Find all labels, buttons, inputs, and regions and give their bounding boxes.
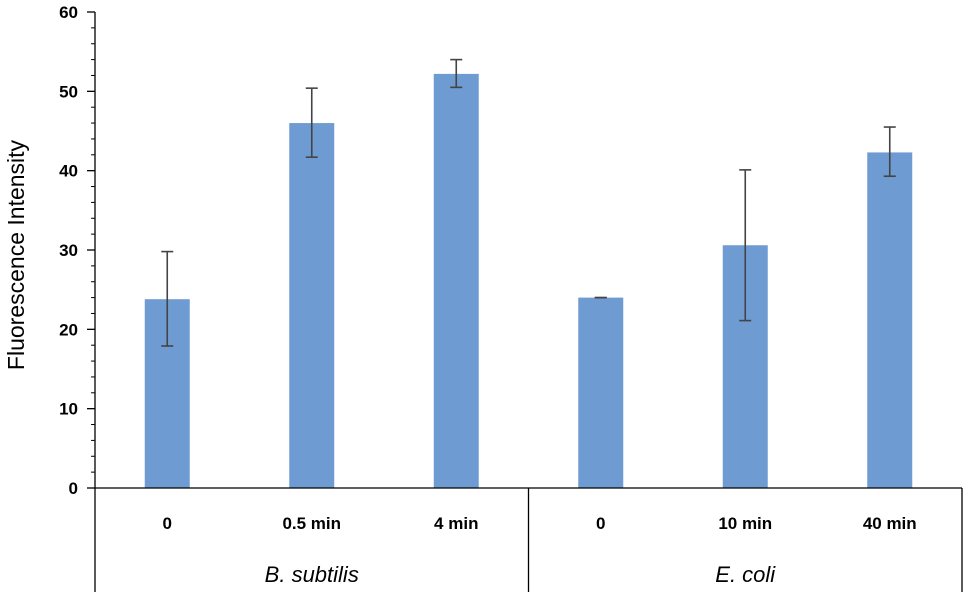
bar xyxy=(578,297,624,488)
x-tick-label: 40 min xyxy=(863,514,917,533)
y-axis: 0 10 20 30 40 50 60 xyxy=(59,3,96,498)
x-tick-label: 0 xyxy=(163,514,172,533)
y-tick-label: 60 xyxy=(59,3,78,22)
bar xyxy=(433,73,479,488)
bar xyxy=(289,123,335,489)
x-tick-label: 10 min xyxy=(718,514,772,533)
x-axis: 0 0.5 min 4 min B. subtilis 0 10 min 40 min E. … xyxy=(94,487,963,592)
x-group-label: E. coli xyxy=(715,562,776,587)
bars xyxy=(144,73,913,489)
y-tick-label: 10 xyxy=(59,400,78,419)
bar xyxy=(867,152,913,489)
y-tick-label: 50 xyxy=(59,82,78,101)
x-tick-label: 0.5 min xyxy=(282,514,341,533)
y-tick-label: 0 xyxy=(69,479,78,498)
y-axis-label: Fluorescence Intensity xyxy=(3,139,29,370)
x-tick-label: 0 xyxy=(596,514,605,533)
x-tick-label: 4 min xyxy=(434,514,478,533)
error-bars xyxy=(161,58,896,347)
y-tick-label: 40 xyxy=(59,162,78,181)
y-tick-label: 20 xyxy=(59,320,78,339)
x-group-label: B. subtilis xyxy=(265,562,359,587)
y-tick-label: 30 xyxy=(59,241,78,260)
